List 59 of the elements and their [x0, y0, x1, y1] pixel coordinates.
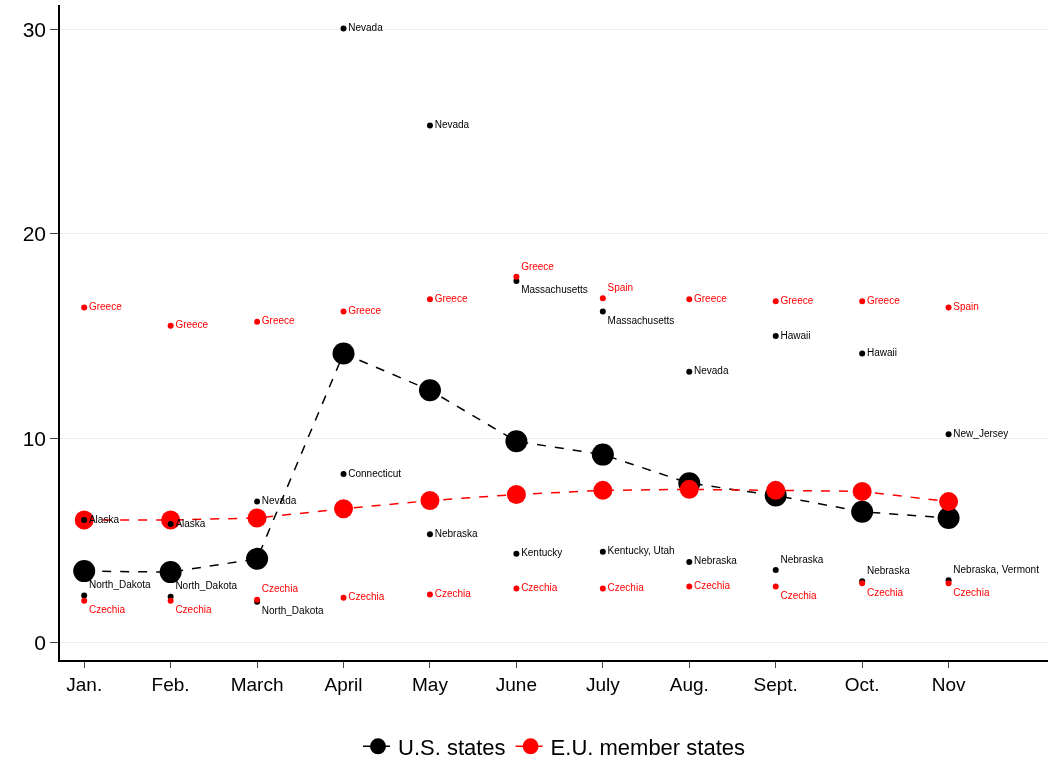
x-tick-label: May [412, 673, 449, 695]
data-label: Kentucky [521, 547, 563, 559]
data-label: Nevada [348, 22, 384, 33]
data-label: Spain [953, 300, 979, 312]
data-label: Greece [866, 294, 901, 306]
data-label: Nebraska [434, 527, 478, 539]
data-label: New_Jersey [953, 427, 1009, 439]
data-label: Nevada [694, 365, 729, 377]
legend-label: E.U. member states [550, 734, 745, 760]
data-label: Czechia [434, 588, 472, 600]
data-label: Czechia [521, 581, 558, 593]
x-tick-label: Aug. [669, 673, 709, 695]
data-label: Czechia [694, 579, 731, 591]
data-label: Nevada [434, 119, 470, 131]
x-tick-label: June [495, 673, 537, 695]
data-label: Greece [348, 305, 382, 317]
x-tick-label: Sept. [753, 673, 798, 695]
x-tick-label: July [585, 673, 621, 695]
data-label: Czechia [348, 591, 385, 603]
data-label: Kentucky, Utah [607, 545, 675, 557]
y-tick-label: 0 [34, 630, 47, 654]
data-label: Czechia [261, 583, 299, 595]
data-label: Spain [607, 282, 634, 294]
data-label: Massachusetts [521, 284, 588, 296]
x-tick-label: March [230, 673, 284, 695]
data-label: Hawaii [866, 346, 897, 358]
data-label: Greece [521, 260, 555, 272]
data-label: Massachusetts [607, 314, 675, 326]
legend-label: U.S. states [398, 734, 506, 760]
data-label: Greece [261, 315, 296, 327]
data-label: Nebraska [866, 565, 911, 577]
data-label: Hawaii [780, 329, 811, 341]
data-label: Czechia [953, 586, 990, 598]
y-tick-label: 10 [22, 426, 47, 450]
data-label: Czechia [780, 589, 818, 601]
data-label: Czechia [607, 581, 645, 593]
y-tick-label: 30 [22, 17, 47, 41]
data-label: Greece [88, 300, 123, 312]
data-label: North_Dakota [175, 580, 238, 592]
data-label: Greece [434, 292, 468, 304]
data-label: Greece [780, 294, 814, 306]
data-label: Greece [694, 292, 728, 304]
x-tick-label: Oct. [844, 673, 880, 695]
x-tick-label: Nov [931, 673, 966, 695]
x-tick-label: April [324, 673, 363, 695]
data-label: Nevada [261, 495, 297, 507]
data-label: Nebraska, Vermont [953, 564, 1040, 576]
y-tick-label: 20 [22, 222, 47, 246]
data-label: Czechia [866, 586, 904, 598]
data-label: Nebraska [694, 555, 738, 567]
data-label: Nebraska [780, 553, 824, 565]
data-label: Greece [175, 319, 209, 331]
data-label: Czechia [175, 603, 212, 615]
data-label: Czechia [88, 603, 126, 615]
x-tick-label: Jan. [66, 673, 103, 695]
data-label: Connecticut [348, 467, 402, 479]
data-label: North_Dakota [88, 579, 152, 591]
x-tick-label: Feb. [151, 673, 190, 695]
data-label: North_Dakota [261, 605, 324, 617]
